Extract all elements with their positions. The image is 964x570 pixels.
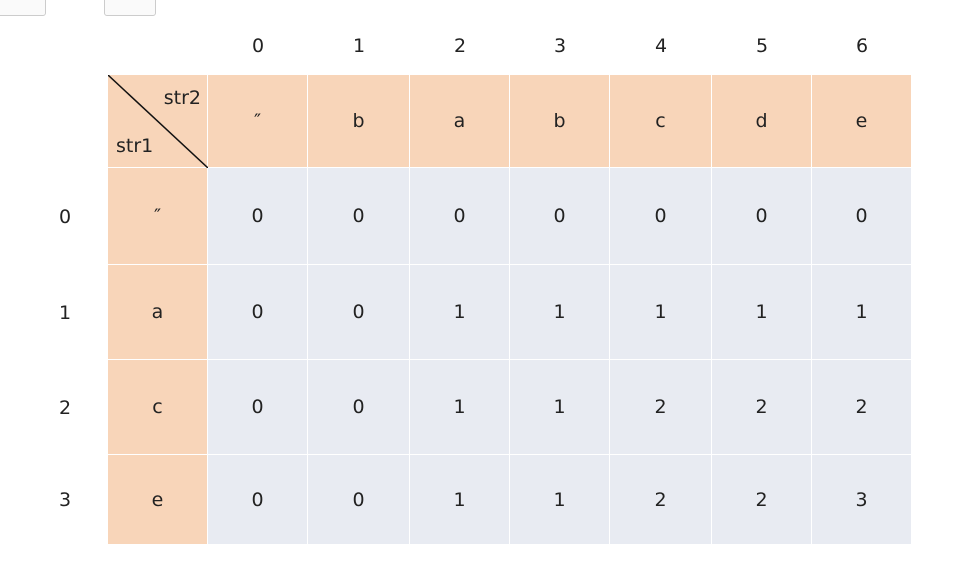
dp-cell: 1 [410,265,510,360]
toolbar-button[interactable] [0,0,46,16]
column-index: 2 [453,35,467,57]
dp-cell: 2 [712,360,812,455]
row-index: 0 [58,205,72,228]
dp-cell: 3 [812,455,912,545]
column-index: 3 [553,35,567,57]
row-index: 3 [58,489,72,511]
row-header: ″ [108,168,208,265]
corner-top: str2 [163,87,201,109]
column-header: b [510,75,610,168]
column-index: 4 [654,35,668,57]
row-index: 1 [58,301,72,324]
dp-cell: 0 [812,168,912,265]
column-index: 5 [755,35,769,57]
corner-cell: str2 str1 [108,75,208,168]
row-header: c [108,360,208,455]
dp-cell: 1 [712,265,812,360]
column-header: b [308,75,410,168]
dp-cell: 0 [208,455,308,545]
dp-cell: 1 [510,265,610,360]
dp-cell: 1 [610,265,712,360]
dp-cell: 2 [610,360,712,455]
dp-cell: 0 [308,265,410,360]
row-index: 2 [58,396,72,419]
dp-cell: 1 [812,265,912,360]
column-index: 6 [855,35,869,57]
row-header: e [108,455,208,545]
column-header: e [812,75,912,168]
dp-cell: 0 [712,168,812,265]
column-header: ″ [208,75,308,168]
dp-cell: 1 [410,360,510,455]
dp-cell: 0 [208,360,308,455]
dp-cell: 1 [510,360,610,455]
dp-cell: 1 [410,455,510,545]
dp-cell: 0 [510,168,610,265]
dp-cell: 2 [712,455,812,545]
dp-cell: 0 [308,168,410,265]
diagonal [108,75,208,168]
dp-cell: 0 [208,168,308,265]
dp-cell: 0 [208,265,308,360]
toolbar-button[interactable] [104,0,156,16]
corner-bottom: str1 [116,135,154,157]
column-index: 0 [251,35,265,57]
dp-cell: 2 [812,360,912,455]
dp-cell: 0 [610,168,712,265]
dp-cell: 0 [410,168,510,265]
dp-cell: 0 [308,360,410,455]
dp-cell: 0 [308,455,410,545]
dp-cell: 1 [510,455,610,545]
column-header: c [610,75,712,168]
dp-cell: 2 [610,455,712,545]
column-index: 1 [352,35,366,57]
row-header: a [108,265,208,360]
column-header: d [712,75,812,168]
column-header: a [410,75,510,168]
